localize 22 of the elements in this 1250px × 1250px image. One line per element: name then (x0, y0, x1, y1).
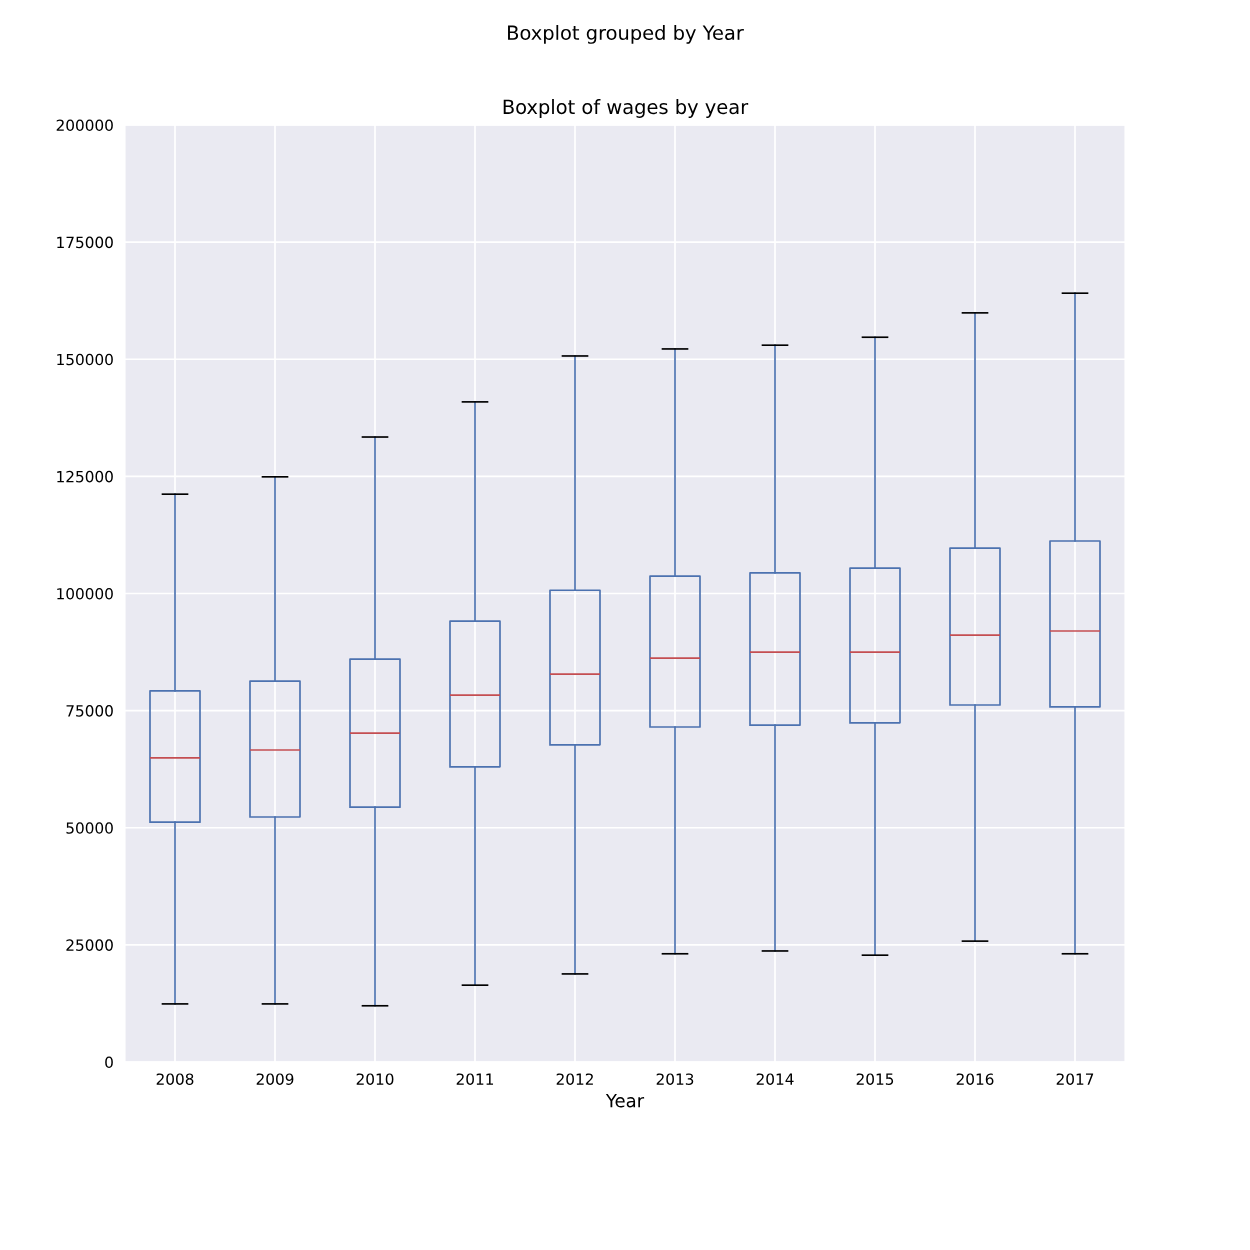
x-tick-label: 2009 (256, 1073, 294, 1085)
y-tick-label: 100000 (57, 587, 113, 600)
x-tick-label: 2011 (456, 1073, 494, 1085)
x-tick-label: 2012 (556, 1073, 593, 1085)
y-tick-label: 175000 (57, 236, 113, 249)
x-tick-label: 2010 (356, 1073, 394, 1085)
x-tick-label: 2013 (656, 1073, 694, 1085)
chart-title: Boxplot grouped by Year (508, 25, 744, 44)
y-tick-label: 0 (105, 1056, 113, 1069)
y-tick-label: 150000 (57, 353, 113, 366)
y-tick-label: 25000 (66, 939, 113, 951)
x-tick-label: 2016 (956, 1073, 994, 1085)
x-tick-label: 2008 (156, 1073, 194, 1085)
y-tick-label: 200000 (56, 119, 113, 132)
x-tick-label: 2017 (1056, 1073, 1094, 1085)
y-tick-label: 50000 (66, 822, 113, 834)
x-axis-title: Year (605, 1094, 645, 1108)
y-tick-label: 125000 (57, 470, 113, 483)
x-tick-label: 2014 (756, 1073, 794, 1085)
x-tick-label: 2015 (856, 1073, 894, 1085)
chart-subtitle: Boxplot of wages by year (503, 99, 749, 118)
y-tick-label: 75000 (66, 705, 113, 717)
